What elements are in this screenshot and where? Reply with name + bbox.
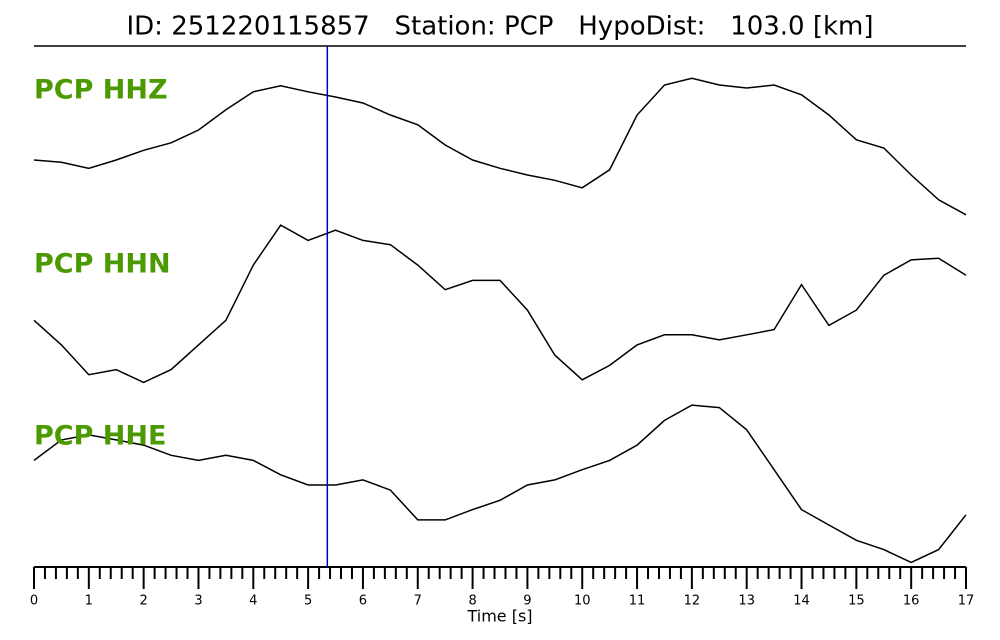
x-tick-label: 16	[903, 594, 920, 609]
x-tick-label: 12	[684, 594, 701, 609]
x-tick-label: 3	[194, 594, 202, 609]
x-tick-label: 2	[140, 594, 148, 609]
trace-label: PCP HHZ	[34, 75, 168, 106]
trace	[33, 224, 967, 384]
x-tick-label: 4	[249, 594, 257, 609]
x-axis-label: Time [s]	[466, 607, 532, 626]
x-tick-label: 0	[30, 594, 38, 609]
x-tick-label: 7	[414, 594, 422, 609]
trace-label: PCP HHE	[34, 421, 166, 452]
x-tick-label: 13	[738, 594, 755, 609]
trace	[33, 77, 967, 216]
x-tick-label: 9	[523, 594, 531, 609]
trace	[33, 404, 967, 564]
x-tick-label: 14	[793, 594, 810, 609]
x-tick-label: 15	[848, 594, 865, 609]
x-tick-label: 6	[359, 594, 367, 609]
x-tick-label: 10	[574, 594, 591, 609]
x-tick-label: 11	[629, 594, 646, 609]
x-tick-label: 8	[468, 594, 476, 609]
chart-title: ID: 251220115857 Station: PCP HypoDist: …	[126, 12, 873, 42]
trace-label: PCP HHN	[34, 249, 171, 280]
x-tick-label: 17	[958, 594, 975, 609]
x-tick-label: 5	[304, 594, 312, 609]
x-tick-label: 1	[85, 594, 93, 609]
